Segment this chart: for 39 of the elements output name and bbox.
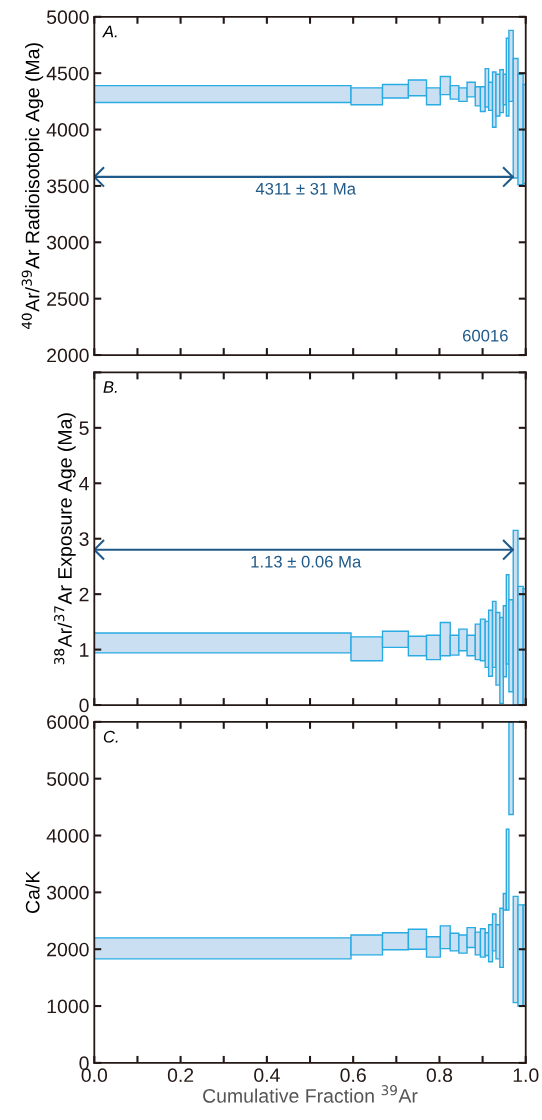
y-tick-label: 4500 xyxy=(46,66,89,81)
y-tick-label: 0 xyxy=(79,1056,89,1071)
y-tick-label: 2000 xyxy=(47,348,89,363)
y-tick-label: 3000 xyxy=(46,885,89,900)
y-axis-title: Ca/K xyxy=(25,870,40,913)
x-tick-label: 0.6 xyxy=(340,1068,366,1083)
y-tick-label: 3000 xyxy=(46,235,89,250)
y-tick-label: 2 xyxy=(79,587,89,602)
chart-title: C. xyxy=(103,730,118,743)
y-tick-label: 2500 xyxy=(47,292,89,306)
y-tick-label: 6000 xyxy=(47,715,89,730)
y-axis-title: $^{40}$Ar/$^{39}$Ar Radioisotopic Age (Ma) xyxy=(21,43,44,330)
chart-title: A. xyxy=(102,25,117,38)
y-tick-label: 4000 xyxy=(46,828,89,843)
bar xyxy=(484,67,490,108)
x-tick-label: 1.0 xyxy=(513,1068,539,1083)
annotation: 60016 xyxy=(462,329,508,342)
y-tick-label: 3500 xyxy=(46,179,89,194)
x-tick-label: 0.4 xyxy=(254,1068,280,1083)
y-tick-label: 5000 xyxy=(46,10,89,25)
annotation: 1.13 ± 0.06 Ma xyxy=(251,555,362,568)
y-tick-label: 2000 xyxy=(47,942,89,957)
x-axis-title: Cumulative Fraction $^{39}$Ar xyxy=(203,1085,418,1103)
bar xyxy=(508,721,514,816)
y-tick-label: 0 xyxy=(79,698,89,713)
bar xyxy=(505,828,510,911)
y-tick-label: 1 xyxy=(80,643,89,657)
y-tick-label: 5 xyxy=(79,421,89,436)
y-tick-label: 1000 xyxy=(47,999,89,1014)
y-tick-label: 5000 xyxy=(46,772,89,786)
x-tick-label: 0.0 xyxy=(81,1068,108,1083)
y-tick-label: 4000 xyxy=(46,123,89,137)
x-tick-label: 0.2 xyxy=(167,1068,194,1083)
y-tick-label: 4 xyxy=(79,476,89,491)
y-tick-label: 3 xyxy=(79,532,89,546)
annotation: 4311 ± 31 Ma xyxy=(255,182,356,195)
x-tick-label: 0.8 xyxy=(426,1068,453,1083)
chart-title: B. xyxy=(103,381,117,393)
y-axis-title: $^{38}$Ar/$^{37}$Ar Exposure Age (Ma) xyxy=(54,413,76,665)
